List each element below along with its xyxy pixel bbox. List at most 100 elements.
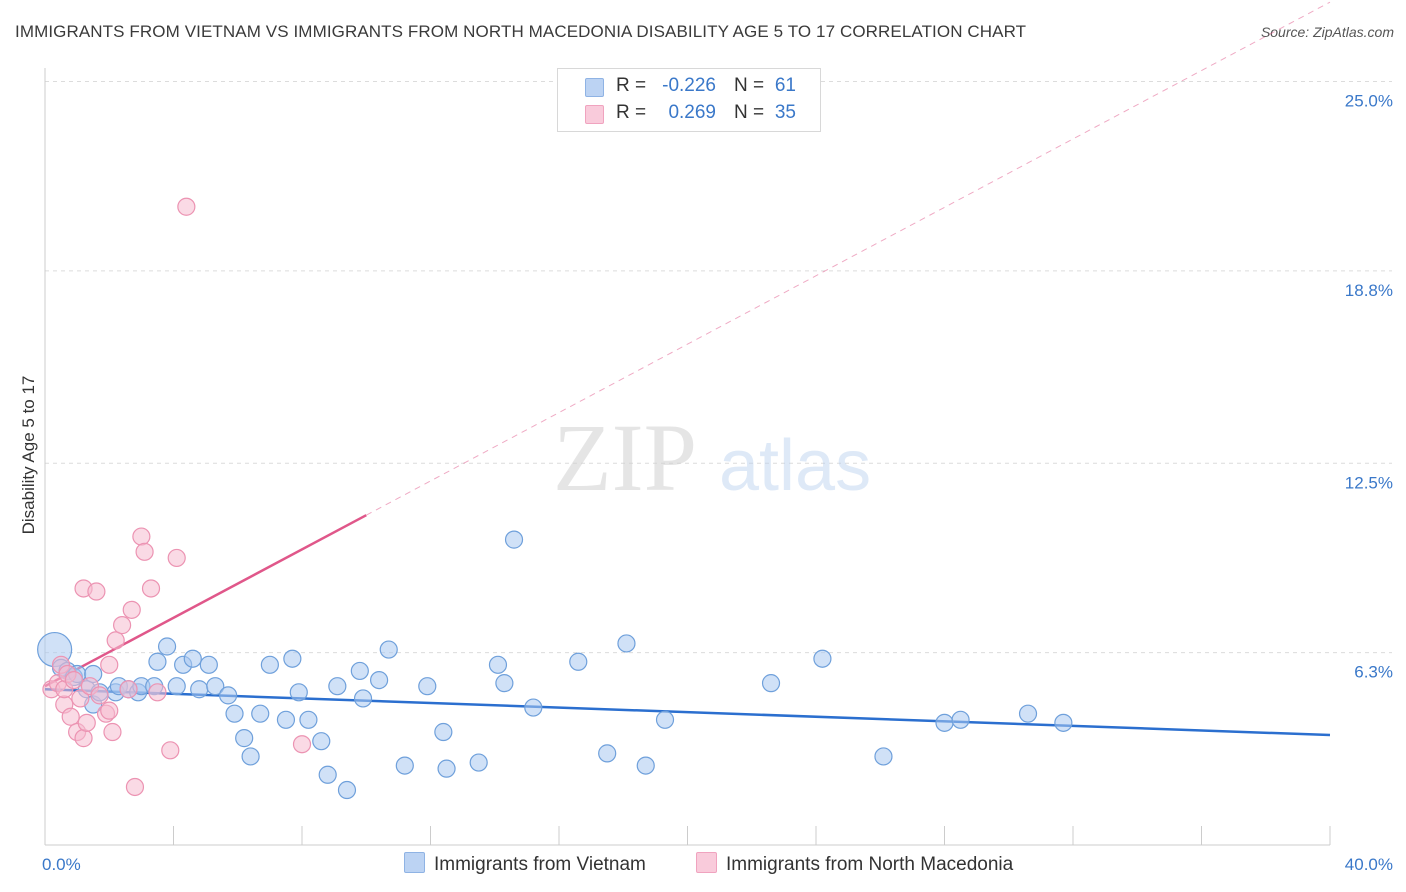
- macedonia-point: [106, 631, 125, 650]
- vietnam-point: [353, 689, 373, 708]
- x-tick-label: 40.0%: [1345, 855, 1393, 874]
- vietnam-point: [495, 674, 514, 693]
- vietnam-point: [469, 753, 488, 772]
- macedonia-point: [122, 600, 141, 619]
- vietnam-point: [1018, 704, 1038, 723]
- vietnam-point: [569, 652, 588, 671]
- vietnam-point: [299, 710, 318, 729]
- vietnam-point: [225, 704, 244, 723]
- watermark-atlas: atlas: [719, 426, 871, 506]
- vietnam-point: [260, 655, 279, 674]
- watermark-zip: ZIP: [553, 404, 697, 511]
- vietnam-point: [183, 649, 202, 668]
- macedonia-swatch: [585, 105, 604, 124]
- vietnam-point: [813, 649, 832, 668]
- chart-title: IMMIGRANTS FROM VIETNAM VS IMMIGRANTS FR…: [15, 22, 1027, 41]
- vietnam-point: [283, 649, 302, 668]
- macedonia-legend-label: Immigrants from North Macedonia: [726, 854, 1014, 875]
- r-label: R =: [616, 75, 647, 96]
- y-tick-label: 18.8%: [1345, 281, 1393, 300]
- data-points: [37, 197, 1073, 800]
- vietnam-point: [167, 677, 186, 696]
- trend-lines: [44, 1, 1331, 737]
- vietnam-point: [328, 677, 347, 696]
- vietnam-point: [395, 756, 414, 775]
- vietnam-point: [761, 674, 781, 693]
- legend-row-vietnam: R = -0.226 N = 61: [558, 73, 820, 99]
- axes: [44, 68, 1331, 846]
- bottom-legend-macedonia: Immigrants from North Macedonia: [696, 852, 1013, 876]
- trend-line-macedonia: [44, 514, 367, 688]
- y-tick-label: 6.3%: [1354, 663, 1393, 682]
- r-label: R =: [616, 102, 647, 123]
- vietnam-point: [241, 747, 260, 766]
- vietnam-point: [312, 732, 331, 751]
- vietnam-point: [655, 710, 675, 729]
- y-tick-label: 12.5%: [1345, 473, 1393, 492]
- macedonia-point: [167, 548, 186, 568]
- vietnam-point: [636, 756, 655, 775]
- macedonia-point: [148, 683, 167, 702]
- vietnam-point: [350, 661, 369, 681]
- y-tick-label: 25.0%: [1345, 92, 1393, 111]
- macedonia-point: [103, 722, 122, 742]
- vietnam-point: [874, 747, 893, 766]
- vietnam-point: [276, 710, 296, 729]
- vietnam-point: [251, 704, 270, 723]
- vietnam-point: [437, 759, 456, 778]
- axis-labels: 25.0% 18.8% 12.5% 6.3% 0.0% 40.0% Disability A…: [19, 92, 1393, 874]
- vietnam-point: [148, 652, 167, 671]
- macedonia-point: [74, 729, 93, 748]
- macedonia-point: [125, 777, 145, 797]
- vietnam-point: [157, 637, 177, 656]
- vietnam-point: [488, 655, 508, 674]
- grid-lines: [45, 81, 1392, 654]
- macedonia-point: [119, 680, 138, 699]
- n-value: 61: [774, 75, 796, 96]
- legend-row-macedonia: R = 0.269 N = 35: [558, 100, 820, 126]
- macedonia-point: [64, 670, 84, 690]
- zipatlas-watermark: ZIP atlas: [553, 404, 871, 511]
- macedonia-point: [292, 735, 312, 754]
- vietnam-point: [235, 729, 254, 748]
- macedonia-point: [141, 579, 161, 598]
- macedonia-point: [177, 197, 196, 216]
- macedonia-point: [112, 616, 132, 635]
- r-value: 0.269: [668, 102, 716, 123]
- vietnam-legend-label: Immigrants from Vietnam: [434, 854, 646, 875]
- n-value: 35: [774, 102, 796, 123]
- y-axis-title: Disability Age 5 to 17: [19, 376, 38, 535]
- x-tick-label: 0.0%: [42, 855, 81, 874]
- vietnam-legend-swatch: [404, 852, 425, 873]
- macedonia-point: [100, 701, 119, 720]
- vietnam-point: [289, 683, 308, 702]
- macedonia-point: [77, 713, 96, 732]
- macedonia-point: [132, 527, 151, 546]
- vietnam-point: [206, 677, 225, 696]
- macedonia-point: [135, 542, 154, 561]
- trend-line-vietnam: [44, 688, 1331, 737]
- vietnam-swatch: [585, 78, 604, 97]
- vietnam-point: [190, 680, 209, 699]
- vietnam-point: [199, 655, 218, 674]
- vietnam-point: [524, 698, 543, 717]
- macedonia-legend-swatch: [696, 852, 717, 873]
- n-label: N =: [734, 75, 765, 96]
- macedonia-point: [61, 707, 80, 726]
- correlation-legend: R = -0.226 N = 61 R = 0.269 N = 35: [557, 68, 821, 132]
- macedonia-point: [90, 686, 109, 705]
- macedonia-point: [87, 582, 106, 601]
- vietnam-point: [504, 530, 524, 549]
- r-value: -0.226: [662, 75, 716, 96]
- vietnam-point: [935, 713, 954, 732]
- vietnam-point: [370, 670, 389, 690]
- trend-extension-macedonia: [366, 1, 1331, 516]
- macedonia-point: [71, 689, 90, 708]
- chart-source: Source: ZipAtlas.com: [1260, 24, 1394, 40]
- vietnam-point: [951, 710, 970, 729]
- macedonia-point: [100, 655, 119, 674]
- macedonia-point: [161, 741, 180, 760]
- vietnam-point: [617, 634, 636, 653]
- vietnam-point: [219, 686, 238, 705]
